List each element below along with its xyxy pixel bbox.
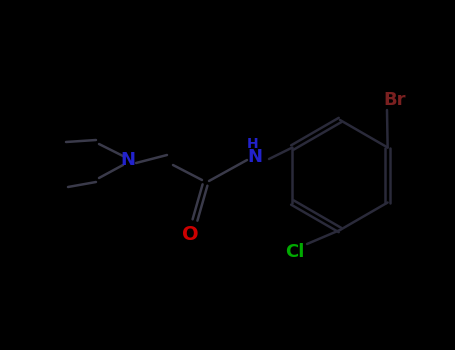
Text: N: N [248,148,263,166]
Text: N: N [121,151,136,169]
Text: Br: Br [384,91,406,109]
Text: O: O [182,224,198,244]
Text: Cl: Cl [285,243,305,261]
Text: H: H [247,137,259,151]
